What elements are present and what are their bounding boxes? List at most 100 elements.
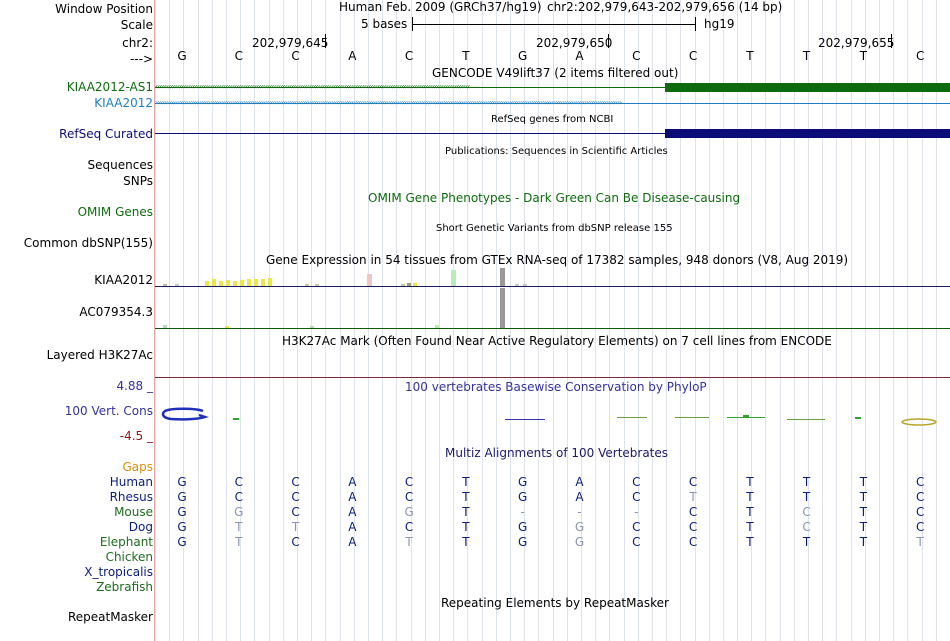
gridline xyxy=(879,0,880,641)
kiaa2012-as1-exon[interactable] xyxy=(665,83,950,92)
gridline xyxy=(453,0,454,641)
gtex-bar[interactable] xyxy=(305,284,309,286)
gridline xyxy=(254,0,255,641)
gtex-bar[interactable] xyxy=(367,274,372,286)
label-scale[interactable]: Scale xyxy=(121,18,153,32)
alignment-base: C xyxy=(797,520,817,534)
label-kiaa2012[interactable]: KIAA2012 xyxy=(94,96,153,110)
alignment-base: C xyxy=(286,490,306,504)
alignment-base: C xyxy=(399,475,419,489)
label-snps[interactable]: SNPs xyxy=(123,174,153,188)
coord-label-1: 202,979,645 xyxy=(252,36,328,50)
alignment-base: G xyxy=(399,505,419,519)
scale-bar xyxy=(412,24,696,25)
gtex-bar[interactable] xyxy=(401,284,405,286)
gtex-bar[interactable] xyxy=(247,279,251,286)
refseq-intron[interactable] xyxy=(155,133,665,134)
gtex-bar[interactable] xyxy=(219,281,223,286)
phylop-plot[interactable] xyxy=(155,405,950,429)
gtex-bar[interactable] xyxy=(268,278,272,286)
refseq-exon[interactable] xyxy=(665,129,950,138)
label-repeatmasker[interactable]: RepeatMasker xyxy=(68,610,153,624)
h3k27ac-title: H3K27Ac Mark (Often Found Near Active Re… xyxy=(282,334,832,348)
alignment-base: C xyxy=(797,505,817,519)
gridline xyxy=(283,0,284,641)
gridline xyxy=(467,0,468,641)
gtex-bar[interactable] xyxy=(407,283,411,286)
species-label-zebrafish[interactable]: Zebrafish xyxy=(96,580,153,594)
gtex-bar[interactable] xyxy=(212,279,216,286)
gtex-bar[interactable] xyxy=(175,284,179,286)
phylop-mark-2 xyxy=(505,419,545,420)
label-gaps[interactable]: Gaps xyxy=(122,460,153,474)
gridline xyxy=(893,0,894,641)
gtex-bar[interactable] xyxy=(435,325,439,328)
gridline xyxy=(638,0,639,641)
alignment-base: G xyxy=(172,490,192,504)
gtex-bar[interactable] xyxy=(500,268,505,286)
species-label-rhesus[interactable]: Rhesus xyxy=(110,490,153,504)
position-range: chr2:202,979,643-202,979,656 (14 bp) xyxy=(547,0,782,14)
coord-tick-3 xyxy=(891,34,892,48)
alignment-base: A xyxy=(342,535,362,549)
ref-base: C xyxy=(910,49,930,63)
gridline xyxy=(198,0,199,641)
gridline xyxy=(822,0,823,641)
species-label-elephant[interactable]: Elephant xyxy=(100,535,153,549)
phylop-mark-7 xyxy=(787,419,825,420)
species-label-human[interactable]: Human xyxy=(110,475,153,489)
gtex-bar[interactable] xyxy=(500,288,505,328)
label-refseq-curated[interactable]: RefSeq Curated xyxy=(59,127,153,141)
alignment-base: T xyxy=(740,475,760,489)
gtex-bar[interactable] xyxy=(523,284,527,286)
gtex-bar[interactable] xyxy=(233,281,237,286)
species-label-chicken[interactable]: Chicken xyxy=(106,550,153,564)
label-phylop-min: -4.5 _ xyxy=(120,429,153,443)
label-gtex-kiaa2012[interactable]: KIAA2012 xyxy=(94,273,153,287)
gridline xyxy=(836,0,837,641)
ref-base: T xyxy=(797,49,817,63)
label-omim-genes[interactable]: OMIM Genes xyxy=(78,205,153,219)
track-area[interactable]: Human Feb. 2009 (GRCh37/hg19) chr2:202,9… xyxy=(155,0,950,641)
gtex-bar[interactable] xyxy=(515,284,519,286)
gtex-bar[interactable] xyxy=(205,281,209,286)
phylop-title: 100 vertebrates Basewise Conservation by… xyxy=(405,380,707,394)
label-gtex-ac079354[interactable]: AC079354.3 xyxy=(79,305,153,319)
label-layered-h3k27ac[interactable]: Layered H3K27Ac xyxy=(47,348,153,362)
gtex-bar[interactable] xyxy=(225,326,229,328)
gencode-title: GENCODE V49lift37 (2 items filtered out) xyxy=(432,66,678,80)
label-phylop[interactable]: 100 Vert. Cons xyxy=(65,404,153,418)
label-kiaa2012-as1[interactable]: KIAA2012-AS1 xyxy=(67,80,153,94)
label-arrow[interactable]: ---> xyxy=(130,52,153,66)
ref-base: T xyxy=(456,49,476,63)
label-chr[interactable]: chr2: xyxy=(122,36,153,50)
kiaa2012-as1-intron[interactable] xyxy=(155,87,665,88)
gtex-bar[interactable] xyxy=(240,280,244,286)
gtex-bar[interactable] xyxy=(315,284,319,286)
alignment-base: C xyxy=(626,535,646,549)
gtex-bar[interactable] xyxy=(413,283,417,286)
gridline xyxy=(169,0,170,641)
kiaa2012-gene-line[interactable] xyxy=(155,103,950,104)
gtex-bar[interactable] xyxy=(261,279,265,286)
alignment-base: C xyxy=(626,490,646,504)
label-sequences[interactable]: Sequences xyxy=(88,158,153,172)
species-label-x_tropicalis[interactable]: X_tropicalis xyxy=(84,565,153,579)
gtex-bar[interactable] xyxy=(226,280,230,286)
label-window-position[interactable]: Window Position xyxy=(55,2,153,16)
species-label-mouse[interactable]: Mouse xyxy=(114,505,153,519)
alignment-base: C xyxy=(910,520,930,534)
gtex-bar[interactable] xyxy=(163,284,167,286)
ref-base: G xyxy=(513,49,533,63)
gtex-bar[interactable] xyxy=(451,270,456,286)
alignment-base: T xyxy=(740,520,760,534)
gridline xyxy=(354,0,355,641)
alignment-base: C xyxy=(229,490,249,504)
phylop-g-logo xyxy=(163,409,205,420)
alignment-base: C xyxy=(286,505,306,519)
gtex-bar[interactable] xyxy=(254,279,258,286)
gtex-bar[interactable] xyxy=(163,325,167,328)
gtex-bar[interactable] xyxy=(310,326,314,328)
species-label-dog[interactable]: Dog xyxy=(129,520,153,534)
label-common-dbsnp[interactable]: Common dbSNP(155) xyxy=(24,236,153,250)
